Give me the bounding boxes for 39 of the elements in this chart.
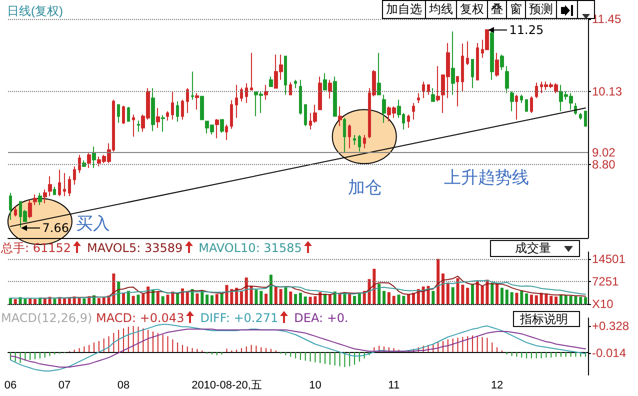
button: 加自选 [382, 0, 426, 19]
chart-title: 日线(复权) [7, 4, 63, 18]
annotation: 指标说明 [520, 312, 568, 327]
button: 复权 [456, 0, 488, 19]
button: 均线 [425, 0, 457, 19]
annotation: DEA: +0. [294, 311, 348, 325]
annotation: 成交量 [515, 241, 551, 256]
annotation: MAVOL5: 33589 [87, 241, 183, 255]
annotation: 7.66 [42, 220, 69, 235]
y-tick-label: 14501 [592, 252, 626, 266]
x-tick-label: 10 [309, 380, 322, 392]
button: 叠 [487, 0, 507, 19]
x-tick-label: 12 [490, 380, 504, 392]
dropdown-field: 成交量 [490, 240, 580, 257]
annotation: MACD: +0.043 [96, 311, 184, 325]
y-tick-label: 8.80 [592, 158, 616, 172]
x-tick-label: 07 [58, 380, 71, 392]
annotation: 11.25 [509, 22, 544, 37]
y-tick-label: +0.328 [592, 319, 630, 334]
x-tick-label: 11 [388, 380, 400, 392]
button: 窗 [506, 0, 526, 19]
annotation: 加仓 [348, 178, 382, 198]
y-tick-label: 7251 [592, 274, 620, 288]
y-tick-label: -0.014 [592, 346, 626, 360]
y-tick-label: X10 [592, 297, 614, 311]
annotation: MAVOL10: 31585 [198, 241, 302, 255]
annotation: 总手: 61152 [1, 241, 72, 255]
x-tick-label: 2010-08-20,五 [192, 380, 262, 392]
annotation: MACD(12,26,9) [1, 311, 92, 325]
ref-line-label: 9.02 [592, 146, 616, 160]
x-tick-label: 08 [117, 380, 130, 392]
button: 预测 [525, 0, 557, 19]
annotation: 买入 [76, 214, 110, 234]
y-tick-label: 11.45 [592, 12, 622, 26]
annotation: 上升趋势线 [444, 168, 529, 188]
annotation: DIFF: +0.271 [200, 311, 278, 325]
button: 指标说明 [513, 311, 580, 327]
y-tick-label: 10.13 [592, 84, 622, 98]
x-tick-label: 06 [4, 380, 17, 392]
